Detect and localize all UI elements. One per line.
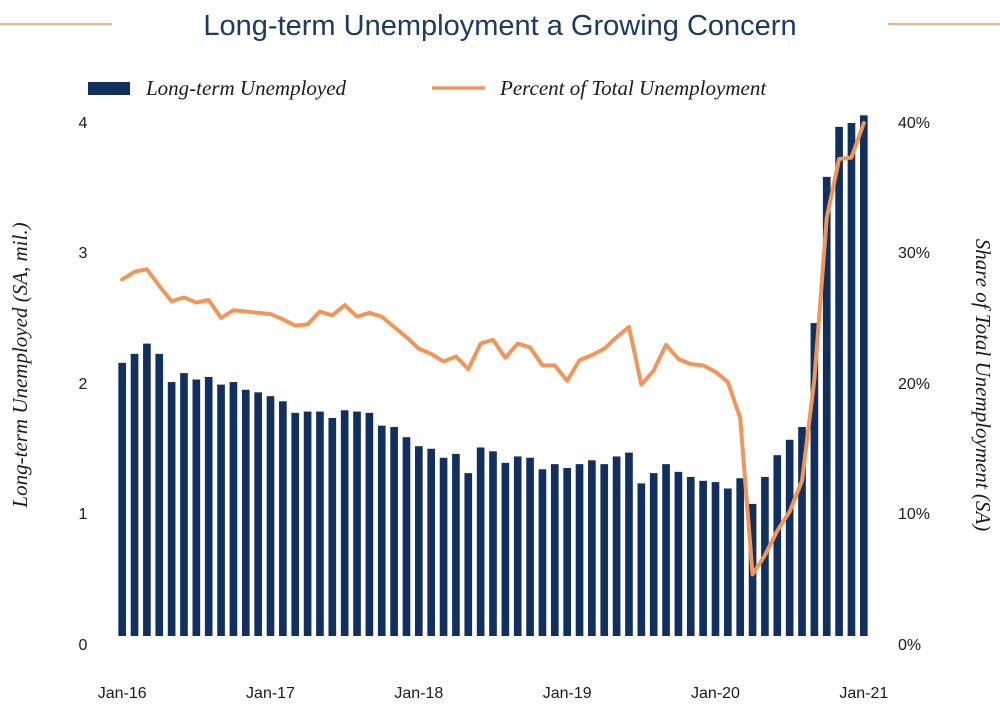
bar-Oct-20 bbox=[822, 176, 831, 636]
y-left-tick-1: 1 bbox=[79, 506, 88, 523]
bar-Feb-16 bbox=[130, 353, 139, 636]
y-left-tick-0: 0 bbox=[79, 637, 88, 654]
bar-Mar-16 bbox=[143, 343, 151, 636]
bar-Jun-18 bbox=[476, 447, 485, 636]
bar-Apr-17 bbox=[303, 411, 312, 636]
bar-Dec-19 bbox=[699, 480, 707, 636]
bar-Jan-17 bbox=[266, 396, 275, 636]
legend-bars-swatch bbox=[88, 82, 130, 95]
legend: Long-term Unemployed Percent of Total Un… bbox=[88, 76, 767, 100]
bar-Jul-17 bbox=[340, 410, 349, 636]
bar-Jul-20 bbox=[785, 439, 794, 636]
y-axis-right-ticks: 0% 10% 20% 30% 40% bbox=[898, 115, 930, 654]
bar-Mar-19 bbox=[588, 460, 596, 636]
bar-Jan-20 bbox=[711, 482, 720, 636]
bar-Jul-16 bbox=[192, 379, 201, 636]
bar-Mar-20 bbox=[736, 478, 745, 636]
bar-Jun-17 bbox=[328, 417, 337, 636]
y-right-tick-0: 0% bbox=[898, 637, 921, 654]
x-tick-Jan-19: Jan-19 bbox=[543, 685, 592, 702]
x-axis-ticks: Jan-16 Jan-17 Jan-18 Jan-19 Jan-20 Jan-21 bbox=[98, 685, 889, 702]
chart-title: Long-term Unemployment a Growing Concern bbox=[203, 10, 796, 42]
bar-Jan-21 bbox=[859, 115, 868, 636]
y-axis-left-ticks: 0 1 2 3 4 bbox=[79, 115, 88, 654]
bar-Jun-16 bbox=[180, 373, 188, 636]
bar-Sep-19 bbox=[662, 464, 670, 636]
bar-Aug-17 bbox=[353, 411, 361, 636]
line-series bbox=[120, 121, 866, 577]
bar-Aug-18 bbox=[501, 462, 510, 636]
bar-Feb-20 bbox=[724, 488, 732, 636]
bar-May-18 bbox=[464, 473, 473, 636]
bar-Oct-16 bbox=[229, 382, 238, 636]
x-tick-Jan-17: Jan-17 bbox=[246, 685, 295, 702]
y-right-tick-2: 20% bbox=[898, 376, 930, 393]
y-left-tick-2: 2 bbox=[79, 376, 88, 393]
bar-Oct-18 bbox=[526, 457, 534, 636]
legend-bars-label: Long-term Unemployed bbox=[145, 76, 347, 100]
x-tick-Jan-16: Jan-16 bbox=[98, 685, 147, 702]
bar-Apr-16 bbox=[155, 353, 164, 636]
bar-Dec-20 bbox=[847, 123, 856, 636]
bar-Jul-19 bbox=[637, 483, 646, 636]
bar-Dec-18 bbox=[550, 464, 559, 636]
bar-Jun-20 bbox=[773, 455, 782, 636]
bar-May-17 bbox=[316, 411, 324, 636]
bar-Mar-18 bbox=[439, 457, 448, 636]
legend-line-label: Percent of Total Unemployment bbox=[499, 76, 767, 100]
bar-Dec-17 bbox=[402, 437, 411, 636]
bar-Aug-20 bbox=[798, 426, 806, 636]
bar-Nov-16 bbox=[241, 389, 250, 636]
bar-Sep-17 bbox=[365, 412, 374, 636]
y-right-tick-1: 10% bbox=[898, 506, 930, 523]
bar-May-16 bbox=[167, 382, 176, 636]
bar-Nov-17 bbox=[390, 426, 398, 636]
y-axis-left-title: Long-term Unemployed (SA, mil.) bbox=[8, 222, 32, 508]
bar-Oct-19 bbox=[674, 471, 683, 636]
y-left-tick-4: 4 bbox=[79, 115, 88, 132]
y-left-tick-3: 3 bbox=[79, 245, 88, 262]
bar-Apr-18 bbox=[452, 453, 460, 636]
x-tick-Jan-20: Jan-20 bbox=[691, 685, 740, 702]
bar-Jul-18 bbox=[489, 451, 497, 636]
bar-Aug-16 bbox=[204, 376, 213, 636]
bar-Nov-18 bbox=[538, 469, 547, 636]
y-axis-right-title: Share of Total Unemployment (SA) bbox=[971, 239, 995, 531]
bar-Nov-20 bbox=[835, 126, 843, 636]
bar-Nov-19 bbox=[686, 476, 695, 636]
bar-series bbox=[118, 115, 868, 636]
bar-Jan-18 bbox=[415, 446, 423, 636]
y-right-tick-3: 30% bbox=[898, 245, 930, 262]
bar-Jan-16 bbox=[118, 362, 127, 636]
bar-Mar-17 bbox=[291, 412, 300, 636]
bar-Aug-19 bbox=[649, 473, 658, 636]
bar-Dec-16 bbox=[254, 392, 262, 636]
bar-Oct-17 bbox=[377, 425, 386, 636]
x-tick-Jan-21: Jan-21 bbox=[839, 685, 888, 702]
bar-Feb-18 bbox=[427, 448, 436, 636]
line-percent-of-total bbox=[120, 121, 866, 577]
bar-Sep-18 bbox=[513, 456, 522, 636]
bar-Jan-19 bbox=[563, 467, 571, 636]
bar-Sep-20 bbox=[810, 323, 819, 636]
bar-May-19 bbox=[612, 456, 621, 636]
bar-Feb-17 bbox=[279, 401, 287, 636]
bar-Feb-19 bbox=[575, 464, 584, 636]
y-right-tick-4: 40% bbox=[898, 115, 930, 132]
x-tick-Jan-18: Jan-18 bbox=[394, 685, 443, 702]
bar-Jun-19 bbox=[625, 452, 633, 636]
bar-Apr-19 bbox=[600, 464, 609, 636]
bar-Sep-16 bbox=[217, 384, 225, 636]
